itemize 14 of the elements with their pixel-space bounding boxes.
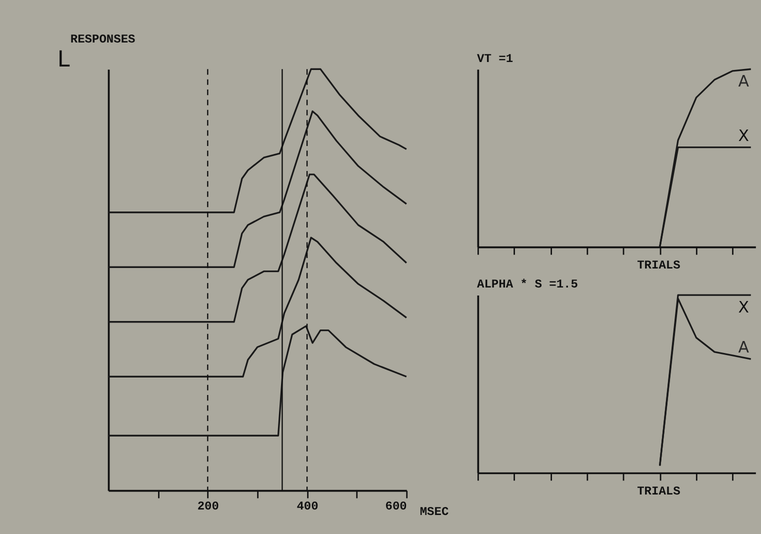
x-axis-title: TRIALS xyxy=(637,484,680,498)
series-label: A xyxy=(738,338,750,357)
chart-title: ALPHA * S =1.5 xyxy=(477,278,578,292)
text: L xyxy=(57,46,70,72)
x-tick-label: 400 xyxy=(296,499,318,514)
x-axis-title: MSEC xyxy=(420,504,449,519)
series-label: X xyxy=(738,126,750,145)
x-axis-title: TRIALS xyxy=(637,258,680,272)
chart-title: RESPONSES xyxy=(70,32,136,46)
x-tick-label: 200 xyxy=(197,499,219,514)
chart-title: VT =1 xyxy=(477,52,514,66)
series-label: A xyxy=(738,72,750,91)
series-label: X xyxy=(738,298,750,317)
x-tick-label: 600 xyxy=(385,499,407,514)
